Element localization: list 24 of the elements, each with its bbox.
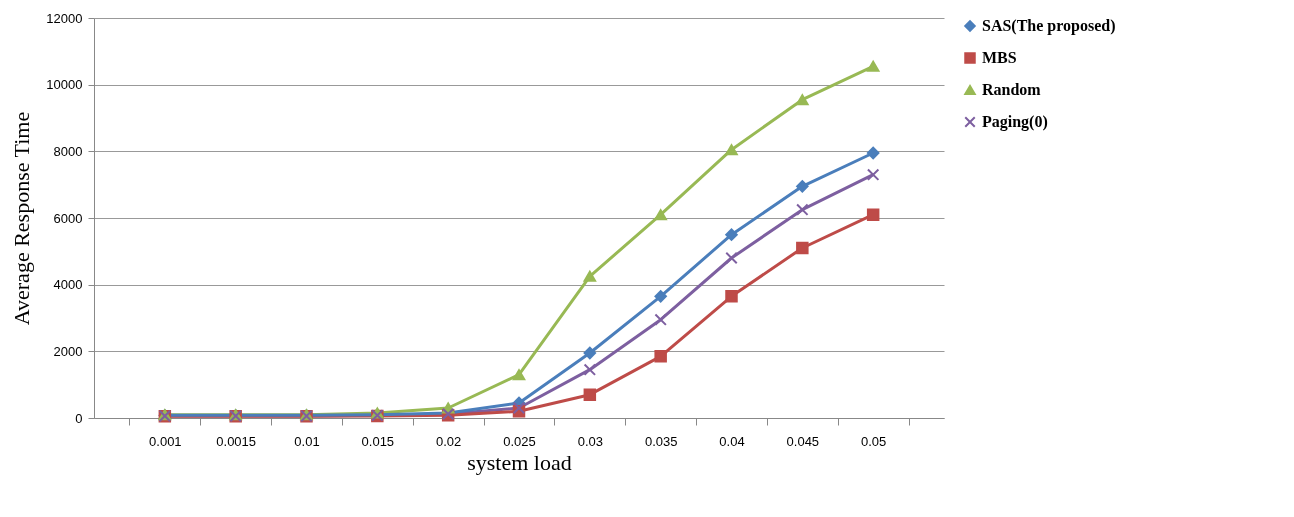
y-axis-title: Average Response Time [9,111,35,326]
y-tick-label: 2000 [53,343,83,359]
x-tick-label: 0.04 [719,433,745,449]
x-tick-label: 0.001 [149,433,182,449]
x-tick-label: 0.025 [503,433,536,449]
y-tick-label: 4000 [53,277,83,293]
y-tick-label: 0 [75,410,83,426]
y-tick-label: 6000 [53,210,83,226]
legend-label: Paging(0) [982,113,1048,131]
x-tick-label: 0.015 [361,433,395,449]
y-tick-label: 10000 [46,77,83,93]
y-tick-label: 12000 [46,10,83,26]
x-axis-title: system load [467,449,572,475]
legend-label: SAS(The proposed) [982,17,1116,35]
x-tick-label: 0.045 [786,433,820,449]
x-tick-label: 0.02 [436,433,462,449]
x-tick-label: 0.03 [577,433,603,449]
x-tick-label: 0.05 [861,433,887,449]
x-tick-label: 0.0015 [216,433,257,449]
legend-label: Random [982,81,1042,98]
x-tick-label: 0.035 [644,433,678,449]
x-tick-label: 0.01 [294,433,320,449]
y-tick-label: 8000 [53,143,83,159]
legend-label: MBS [982,49,1017,66]
